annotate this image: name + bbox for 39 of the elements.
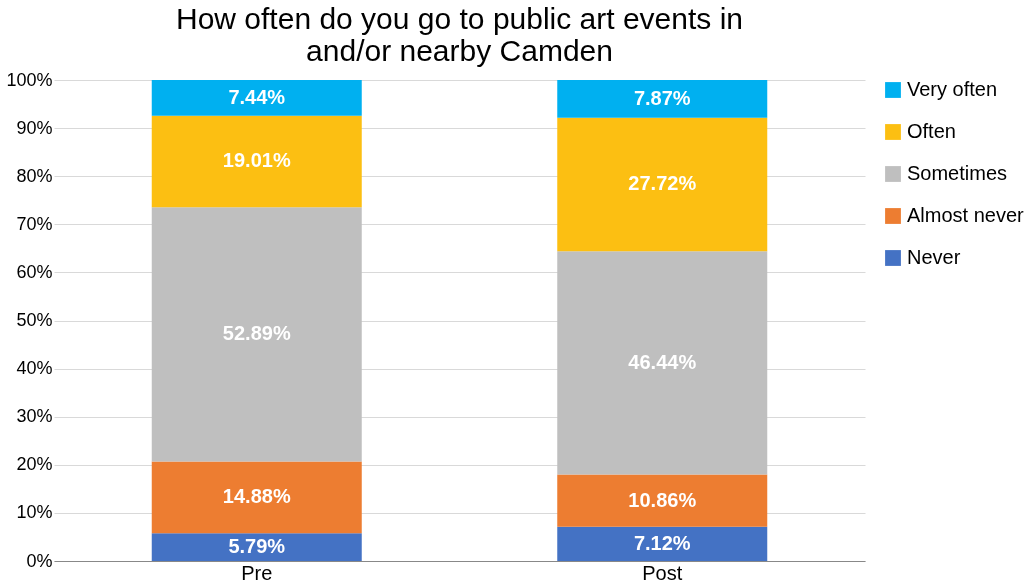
y-tick-label: 30% — [16, 406, 53, 427]
legend-label: Never — [907, 246, 961, 268]
x-tick-label: Pre — [241, 561, 273, 584]
legend-label: Very often — [907, 78, 998, 100]
bar — [151, 207, 362, 462]
y-tick-label: 100% — [6, 69, 53, 90]
y-tick-label: 20% — [16, 454, 53, 475]
bar — [151, 533, 362, 561]
bar — [557, 526, 768, 561]
legend-label: Almost never — [907, 204, 1025, 226]
bar — [557, 474, 768, 527]
y-tick-label: 0% — [26, 550, 53, 571]
chart-title: How often do you go to public art events in and/or nearby Camden — [175, 2, 744, 67]
data-label: 14.88% — [222, 485, 291, 508]
y-tick-label: 90% — [16, 117, 53, 138]
data-label: 52.89% — [222, 322, 291, 345]
y-tick-label: 80% — [16, 165, 53, 186]
bar — [557, 117, 768, 252]
data-label: 5.79% — [228, 535, 286, 558]
y-tick-label: 40% — [16, 358, 53, 379]
y-tick-label: 70% — [16, 213, 53, 234]
bar — [151, 79, 362, 116]
legend-label: Sometimes — [907, 162, 1008, 184]
data-label: 7.44% — [228, 85, 286, 108]
data-label: 27.72% — [628, 172, 697, 195]
bar — [557, 79, 768, 118]
data-label: 19.01% — [222, 149, 291, 172]
y-tick-label: 50% — [16, 310, 53, 330]
legend-label: Often — [907, 120, 956, 142]
data-label: 7.12% — [633, 531, 691, 554]
bar — [151, 461, 362, 534]
bar — [151, 115, 362, 208]
x-tick-label: Post — [642, 561, 683, 584]
y-tick-label: 60% — [16, 261, 53, 282]
y-tick-label: 10% — [16, 502, 53, 523]
bar — [557, 251, 768, 475]
data-label: 46.44% — [628, 350, 697, 373]
data-label: 7.87% — [633, 86, 691, 109]
data-label: 10.86% — [628, 488, 697, 511]
